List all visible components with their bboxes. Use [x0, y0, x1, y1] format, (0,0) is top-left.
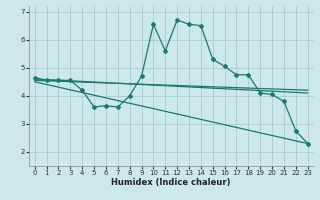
X-axis label: Humidex (Indice chaleur): Humidex (Indice chaleur) [111, 178, 231, 187]
